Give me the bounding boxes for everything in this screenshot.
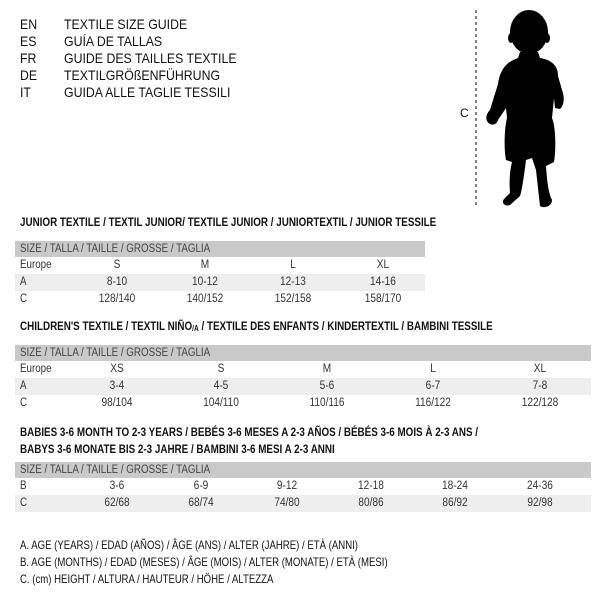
table-row: Europe S M L XL xyxy=(15,257,425,274)
table-row: B 3-6 6-9 9-12 12-18 18-24 24-36 xyxy=(15,478,591,495)
baby-silhouette xyxy=(486,10,564,208)
table-header-label: SIZE / TALLA / TAILLE / GRÖSSE / TAGLIA xyxy=(20,243,211,255)
table-cell: M xyxy=(200,259,210,271)
language-code: FR xyxy=(20,50,37,66)
junior-size-table: SIZE / TALLA / TAILLE / GRÖSSE / TAGLIA … xyxy=(15,241,425,308)
language-line-es: ES GUÍA DE TALLAS xyxy=(20,33,162,50)
language-code: EN xyxy=(20,16,38,32)
baby-silhouette-icon xyxy=(475,10,564,208)
table-cell: 7-8 xyxy=(532,380,548,392)
row-label: C xyxy=(20,293,28,305)
table-cell: XL xyxy=(376,259,390,271)
babies-section-title-line2: BABYS 3-6 MONATE BIS 2-3 JAHRE / BAMBINI… xyxy=(20,442,335,456)
row-label: A xyxy=(20,380,27,392)
language-line-de: DE TEXTILGRÖßENFÜHRUNG xyxy=(20,67,220,84)
babies-section-title-line1: BABIES 3-6 MONTH TO 2-3 YEARS / BEBÉS 3-… xyxy=(20,425,479,439)
table-cell: L xyxy=(290,259,296,271)
table-cell: 8-10 xyxy=(106,276,128,288)
children-size-table: SIZE / TALLA / TAILLE / GRÖSSE / TAGLIA … xyxy=(15,345,591,412)
table-cell: 9-12 xyxy=(276,480,298,492)
table-cell: S xyxy=(113,259,121,271)
table-cell: 12-13 xyxy=(280,276,306,288)
table-header: SIZE / TALLA / TAILLE / GRÖSSE / TAGLIA xyxy=(15,345,591,361)
table-cell: 62/68 xyxy=(104,497,130,509)
table-cell: 86/92 xyxy=(442,497,468,509)
table-cell: M xyxy=(322,363,332,375)
row-label: C xyxy=(20,397,28,409)
table-cell: 152/158 xyxy=(274,293,312,305)
table-cell: 140/152 xyxy=(186,293,224,305)
table-cell: 74/80 xyxy=(274,497,300,509)
table-cell: XS xyxy=(110,363,124,375)
language-code: ES xyxy=(20,33,37,49)
table-cell: 80/86 xyxy=(358,497,384,509)
table-row: Europe XS S M L XL xyxy=(15,361,591,378)
table-cell: 110/116 xyxy=(309,397,345,409)
table-header: SIZE / TALLA / TAILLE / GRÖSSE / TAGLIA xyxy=(15,462,591,478)
table-cell: 3-6 xyxy=(109,480,125,492)
table-cell: 68/74 xyxy=(188,497,214,509)
table-cell: L xyxy=(430,363,436,375)
row-label: Europe xyxy=(20,259,52,271)
title-part: / TEXTILE DES ENFANTS / KINDERTEXTIL / B… xyxy=(198,319,493,333)
table-cell: 12-18 xyxy=(358,480,384,492)
babies-size-table: SIZE / TALLA / TAILLE / GRÖSSE / TAGLIA … xyxy=(15,462,591,512)
table-cell: 6-9 xyxy=(193,480,209,492)
legend-item-b: B. AGE (MONTHS) / EDAD (MESES) / ÂGE (MO… xyxy=(20,555,388,569)
table-cell: 104/110 xyxy=(203,397,239,409)
table-header: SIZE / TALLA / TAILLE / GRÖSSE / TAGLIA xyxy=(15,241,425,257)
table-row: C 62/68 68/74 74/80 80/86 86/92 92/98 xyxy=(15,495,591,512)
title-part: CHILDREN'S TEXTILE / TEXTIL NIÑO xyxy=(20,319,193,333)
language-title: GUIDA ALLE TAGLIE TESSILI xyxy=(64,84,231,100)
language-line-en: EN TEXTILE SIZE GUIDE xyxy=(20,16,187,33)
table-row: C 128/140 140/152 152/158 158/170 xyxy=(15,291,425,308)
table-cell: 122/128 xyxy=(521,397,559,409)
table-cell: 128/140 xyxy=(98,293,136,305)
legend-item-c: C. (cm) HEIGHT / ALTURA / HAUTEUR / HÖHE… xyxy=(20,572,274,586)
language-title: TEXTILGRÖßENFÜHRUNG xyxy=(64,67,221,83)
table-cell: 24-36 xyxy=(527,480,553,492)
legend-item-a: A. AGE (YEARS) / EDAD (AÑOS) / ÂGE (ANS)… xyxy=(20,538,359,552)
table-cell: 116/122 xyxy=(415,397,451,409)
language-title: TEXTILE SIZE GUIDE xyxy=(64,16,188,32)
table-cell: 158/170 xyxy=(364,293,402,305)
table-cell: 4-5 xyxy=(213,380,229,392)
table-row: A 3-4 4-5 5-6 6-7 7-8 xyxy=(15,378,591,395)
row-label: A xyxy=(20,276,27,288)
table-cell: 18-24 xyxy=(442,480,468,492)
junior-section-title: JUNIOR TEXTILE / TEXTIL JUNIOR/ TEXTILE … xyxy=(20,215,437,229)
table-cell: XL xyxy=(533,363,547,375)
language-code: DE xyxy=(20,67,38,83)
table-row: C 98/104 104/110 110/116 116/122 122/128 xyxy=(15,395,591,412)
table-header-label: SIZE / TALLA / TAILLE / GRÖSSE / TAGLIA xyxy=(20,464,211,476)
table-cell: 6-7 xyxy=(425,380,441,392)
height-measure-label: C xyxy=(460,106,469,120)
table-cell: 3-4 xyxy=(109,380,125,392)
language-line-fr: FR GUIDE DES TAILLES TEXTILE xyxy=(20,50,237,67)
row-label: C xyxy=(20,497,28,509)
language-title: GUIDE DES TAILLES TEXTILE xyxy=(64,50,237,66)
language-line-it: IT GUIDA ALLE TAGLIE TESSILI xyxy=(20,84,230,101)
table-cell: 92/98 xyxy=(527,497,553,509)
table-cell: 98/104 xyxy=(101,397,133,409)
language-code: IT xyxy=(20,84,31,100)
row-label: Europe xyxy=(20,363,52,375)
table-cell: 10-12 xyxy=(192,276,218,288)
table-cell: 5-6 xyxy=(319,380,335,392)
language-title: GUÍA DE TALLAS xyxy=(64,33,163,49)
row-label: B xyxy=(20,480,27,492)
table-row: A 8-10 10-12 12-13 14-16 xyxy=(15,274,425,291)
children-section-title: CHILDREN'S TEXTILE / TEXTIL NIÑO/A / TEX… xyxy=(20,319,493,333)
table-cell: S xyxy=(217,363,225,375)
title-subscript: /A xyxy=(192,324,199,333)
table-cell: 14-16 xyxy=(370,276,396,288)
table-header-label: SIZE / TALLA / TAILLE / GRÖSSE / TAGLIA xyxy=(20,347,211,359)
